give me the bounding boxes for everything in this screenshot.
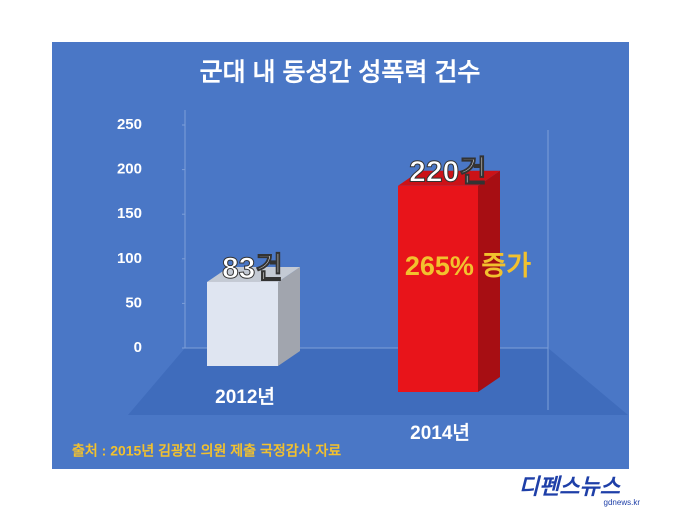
x-tick-label: 2014년 bbox=[410, 422, 470, 444]
bar-top bbox=[207, 266, 300, 282]
y-tick-label: 0 bbox=[134, 339, 142, 356]
annotation: 265% 증가 bbox=[405, 251, 531, 281]
y-tick-label: 50 bbox=[125, 294, 142, 311]
floor bbox=[128, 348, 628, 415]
y-tick-label: 100 bbox=[117, 250, 142, 267]
bar bbox=[207, 281, 278, 366]
y-tick-label: 250 bbox=[117, 116, 142, 133]
logo-url: gdnews.kr bbox=[604, 498, 641, 507]
chart-title: 군대 내 동성간 성폭력 건수 bbox=[200, 59, 481, 87]
data-label: 83건 bbox=[222, 252, 283, 285]
bar-top bbox=[398, 170, 500, 186]
y-tick-label: 200 bbox=[117, 161, 142, 178]
bar-side bbox=[478, 170, 500, 392]
x-tick-label: 2012년 bbox=[215, 386, 275, 408]
logo-name: 디펜스뉴스 bbox=[519, 474, 622, 499]
source-note: 출처 : 2015년 김광진 의원 제출 국정감사 자료 bbox=[72, 443, 341, 459]
bar bbox=[398, 185, 478, 392]
bar-side bbox=[278, 266, 300, 366]
y-tick-label: 150 bbox=[117, 205, 142, 222]
data-label: 220건 bbox=[409, 156, 487, 189]
